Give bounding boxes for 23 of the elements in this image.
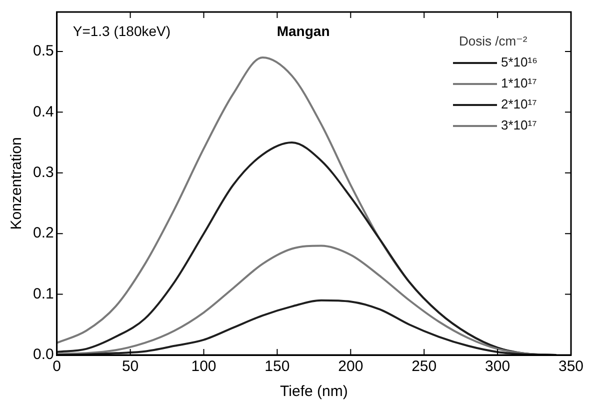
y-tick-label: 0.2 [32, 224, 54, 242]
x-tick-label: 300 [485, 358, 510, 376]
x-tick-label: 200 [338, 358, 364, 376]
y-tick-label: 0.0 [32, 346, 54, 364]
x-tick-label: 100 [191, 358, 216, 376]
legend-label: 2*10¹⁷ [501, 96, 538, 112]
y-tick-label: 0.5 [32, 42, 54, 60]
annotation: Mangan [276, 22, 330, 39]
x-tick-label: 150 [264, 358, 290, 376]
x-axis-title: Tiefe (nm) [280, 383, 348, 400]
legend-label: 3*10¹⁷ [501, 118, 538, 133]
annotation: Y=1.3 (180keV) [72, 22, 171, 39]
y-tick-label: 0.3 [32, 164, 54, 182]
x-tick-label: 50 [122, 358, 139, 376]
y-axis-title: Konzentration [8, 137, 26, 230]
legend-title: Dosis /cm⁻² [459, 34, 528, 49]
legend-label: 1*10¹⁷ [501, 76, 538, 91]
x-tick-label: 250 [412, 358, 437, 376]
x-tick-label: 0 [52, 358, 62, 376]
legend-label: 5*10¹⁶ [501, 54, 538, 70]
y-tick-label: 0.1 [32, 285, 54, 302]
x-tick-label: 350 [558, 358, 584, 376]
y-tick-label: 0.4 [32, 103, 54, 120]
